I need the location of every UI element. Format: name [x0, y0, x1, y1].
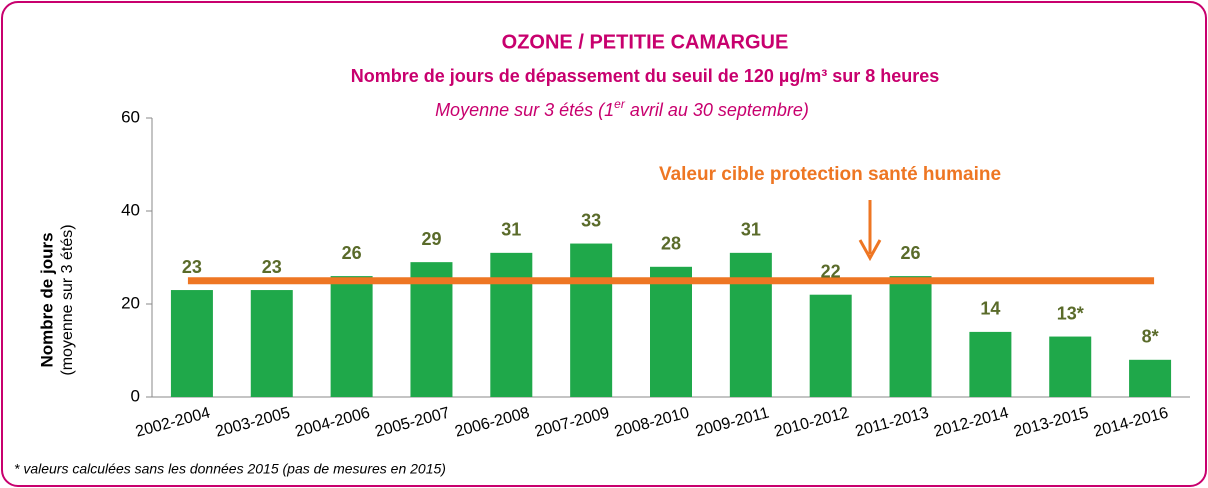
- bar: [1049, 336, 1092, 397]
- value-label: 14: [980, 299, 1000, 319]
- bar: [170, 290, 213, 397]
- bar: [889, 276, 932, 397]
- value-label: 22: [821, 261, 841, 281]
- subtitle-part: Moyenne sur 3 étés (1: [435, 100, 614, 120]
- value-label: 23: [182, 257, 202, 277]
- value-label: 28: [661, 234, 681, 254]
- value-label: 33: [581, 210, 601, 230]
- bar: [570, 243, 613, 397]
- value-label: 29: [421, 229, 441, 249]
- chart-title: OZONE / PETITIE CAMARGUE: [502, 31, 789, 53]
- y-axis-label: Nombre de jours: [37, 232, 56, 367]
- chart-subtitle: Nombre de jours de dépassement du seuil …: [351, 66, 940, 86]
- target-arrowhead: [858, 239, 882, 262]
- bar: [490, 252, 533, 397]
- footnote: * valeurs calculées sans les données 201…: [14, 461, 446, 477]
- value-label: 31: [501, 220, 521, 240]
- chart-subtitle-2: Moyenne sur 3 étés (1er avril au 30 sept…: [435, 97, 809, 120]
- bar: [330, 276, 373, 397]
- bar: [729, 252, 772, 397]
- target-label: Valeur cible protection santé humaine: [659, 164, 1001, 185]
- value-label: 13*: [1057, 303, 1084, 323]
- y-tick-label: 60: [121, 107, 140, 126]
- subtitle-part: avril au 30 septembre): [625, 100, 809, 120]
- value-label: 26: [901, 243, 921, 263]
- y-tick-label: 40: [121, 200, 140, 219]
- value-label: 31: [741, 220, 761, 240]
- y-tick-label: 0: [131, 386, 140, 405]
- subtitle-sup: er: [614, 97, 626, 111]
- value-label: 8*: [1142, 327, 1159, 347]
- bar: [969, 331, 1012, 397]
- value-label: 26: [342, 243, 362, 263]
- value-label: 23: [262, 257, 282, 277]
- bar: [410, 262, 453, 397]
- bar: [1129, 359, 1172, 397]
- y-tick-label: 20: [121, 293, 140, 312]
- y-axis-label-2: (moyenne sur 3 étés): [59, 224, 76, 375]
- bar: [809, 294, 852, 397]
- bar: [650, 266, 692, 397]
- bar: [250, 290, 293, 397]
